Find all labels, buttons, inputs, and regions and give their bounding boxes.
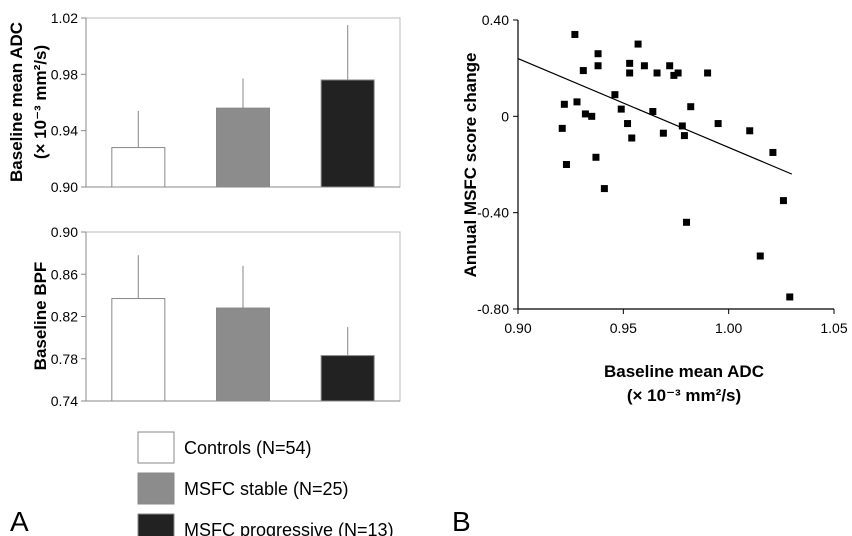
bpf-ytick-label: 0.86 [51, 266, 78, 282]
scatter-point [594, 62, 602, 70]
scatter-xlabel-line1: Baseline mean ADC [604, 362, 764, 381]
scatter-point [562, 161, 570, 168]
scatter-point [558, 124, 566, 132]
adc-ytick-label: 0.94 [51, 123, 78, 139]
scatter-point [628, 134, 636, 142]
adc-ytick-label: 0.90 [51, 179, 78, 195]
scatter-point [678, 122, 686, 130]
bpf-y-ticks: 0.74 0.78 0.82 0.86 0.90 [51, 224, 86, 409]
adc-ytick-label: 1.02 [51, 10, 78, 26]
scatter-point [649, 108, 657, 116]
bpf-bar [216, 307, 270, 402]
bpf-bar-chart: 0.74 0.78 0.82 0.86 0.90 Baseline BPF [31, 224, 401, 409]
scatter-ytick-label: 0 [501, 108, 509, 124]
scatter-point [687, 103, 695, 111]
bpf-ytick-label: 0.74 [51, 393, 78, 409]
legend-swatch [137, 472, 175, 505]
scatter-xtick-label: 0.95 [610, 320, 637, 336]
adc-ytick-label: 0.98 [51, 66, 78, 82]
bpf-bars [111, 255, 375, 402]
scatter-point [581, 110, 589, 118]
legend-label: MSFC progressive (N=13) [184, 520, 394, 536]
scatter-point [579, 67, 587, 75]
scatter-point [666, 62, 674, 70]
bpf-bar [320, 355, 375, 402]
scatter-point [769, 148, 777, 156]
scatter-points [558, 30, 794, 301]
scatter-xlabel-line2: (× 10⁻³ mm²/s) [627, 386, 741, 405]
scatter-ticks: 0.40 0 -0.40 -0.80 0.90 0.95 1.00 1.05 [477, 12, 848, 336]
adc-bar-chart: 0.90 0.94 0.98 1.02 Baseline mean ADC (× 10… [7, 10, 401, 195]
scatter-point [592, 153, 600, 161]
bpf-ytick-label: 0.90 [51, 224, 78, 240]
scatter-point [571, 30, 579, 38]
scatter-ytick-label: -0.80 [477, 301, 509, 317]
scatter-point [680, 132, 688, 140]
legend-label: MSFC stable (N=25) [184, 479, 349, 499]
trend-line [517, 57, 793, 175]
scatter-ylabel: Annual MSFC score change [461, 53, 480, 278]
legend: Controls (N=54) MSFC stable (N=25) MSFC pr… [137, 431, 394, 536]
scatter-ytick-label: 0.40 [482, 12, 509, 28]
legend-swatch [137, 431, 175, 464]
scatter-point [560, 100, 568, 108]
legend-label: Controls (N=54) [184, 438, 312, 458]
scatter-point [746, 127, 754, 135]
adc-bar [111, 147, 166, 188]
legend-swatch [137, 513, 175, 536]
panel-label-b: B [452, 506, 471, 536]
adc-ylabel-line1: Baseline mean ADC [7, 22, 26, 182]
adc-ylabel-line2: (× 10⁻³ mm²/s) [31, 45, 50, 159]
scatter-point [704, 69, 712, 77]
scatter-xtick-label: 1.00 [715, 320, 742, 336]
adc-bars [111, 25, 375, 188]
msfc-scatter-chart: 0.40 0 -0.40 -0.80 0.90 0.95 1.00 1.05 Annual M… [461, 12, 848, 405]
scatter-point [611, 91, 619, 99]
scatter-point [653, 69, 661, 77]
scatter-point [779, 197, 787, 205]
scatter-point [756, 252, 764, 260]
scatter-point [573, 98, 581, 106]
scatter-point [683, 218, 691, 226]
scatter-point [670, 71, 678, 79]
scatter-point [659, 129, 667, 137]
scatter-xtick-label: 1.05 [820, 320, 847, 336]
scatter-point [714, 120, 722, 128]
adc-y-ticks: 0.90 0.94 0.98 1.02 [51, 10, 86, 195]
scatter-point [626, 59, 634, 67]
adc-bar [320, 79, 375, 188]
bpf-ylabel: Baseline BPF [31, 262, 50, 371]
scatter-point [624, 120, 632, 128]
scatter-point [588, 112, 596, 120]
scatter-xtick-label: 0.90 [504, 320, 531, 336]
scatter-point [674, 69, 682, 77]
scatter-point [594, 50, 602, 58]
scatter-point [786, 293, 794, 301]
scatter-point [600, 185, 608, 193]
scatter-point [617, 105, 625, 113]
scatter-point [640, 62, 648, 70]
bpf-ytick-label: 0.82 [51, 309, 78, 325]
adc-bar [216, 107, 270, 188]
panel-label-a: A [10, 506, 29, 536]
scatter-point [626, 69, 634, 77]
scatter-point [634, 40, 642, 48]
bpf-bar [111, 298, 166, 402]
bpf-ytick-label: 0.78 [51, 351, 78, 367]
scatter-ytick-label: -0.40 [477, 205, 509, 221]
